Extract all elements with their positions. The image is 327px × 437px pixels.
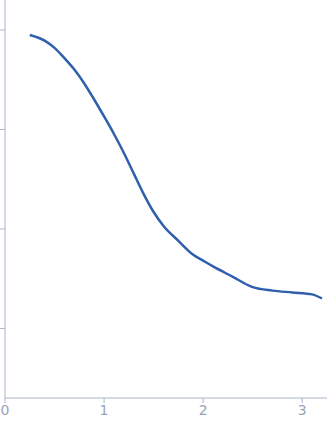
svg-text:3: 3	[298, 402, 307, 418]
svg-text:0: 0	[8, 402, 9, 418]
svg-text:1: 1	[100, 402, 109, 418]
svg-text:2: 2	[199, 402, 208, 418]
